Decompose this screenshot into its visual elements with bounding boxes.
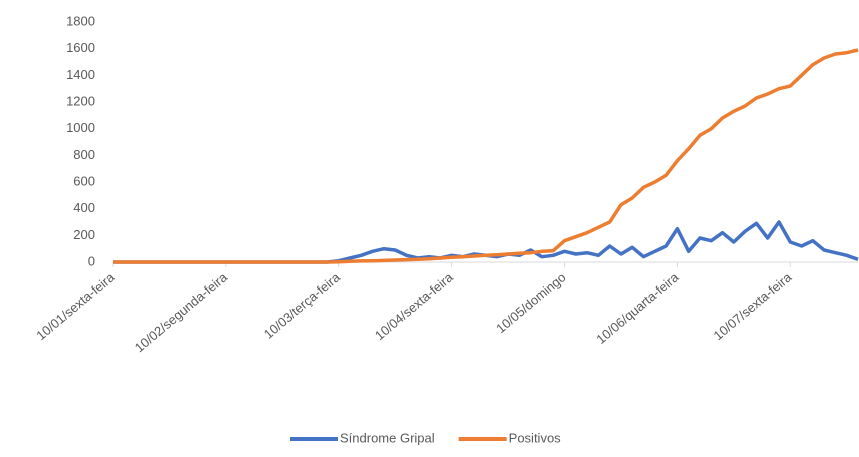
x-tick-label: 10/06/quarta-feira xyxy=(593,269,682,347)
legend-label: Positivos xyxy=(509,430,562,445)
y-tick-label: 0 xyxy=(88,253,95,268)
y-tick-label: 800 xyxy=(73,147,95,162)
x-tick-label: 10/02/segunda-feira xyxy=(132,269,231,355)
y-tick-label: 200 xyxy=(73,227,95,242)
x-tick-label: 10/04/sexta-feira xyxy=(372,269,456,343)
y-tick-label: 1200 xyxy=(66,93,95,108)
y-tick-label: 1400 xyxy=(66,67,95,82)
x-tick-label: 10/01/sexta-feira xyxy=(33,269,117,343)
x-tick-label: 10/03/terça-feira xyxy=(261,269,344,342)
x-tick-label: 10/05/domingo xyxy=(493,269,569,336)
y-tick-label: 1600 xyxy=(66,40,95,55)
y-tick-label: 400 xyxy=(73,200,95,215)
series-line xyxy=(113,48,859,264)
y-tick-label: 1000 xyxy=(66,120,95,135)
y-tick-label: 1800 xyxy=(66,13,95,28)
x-tick-label: 10/07/sexta-feira xyxy=(711,269,795,343)
legend-label: Síndrome Gripal xyxy=(340,430,435,445)
y-tick-label: 600 xyxy=(73,173,95,188)
